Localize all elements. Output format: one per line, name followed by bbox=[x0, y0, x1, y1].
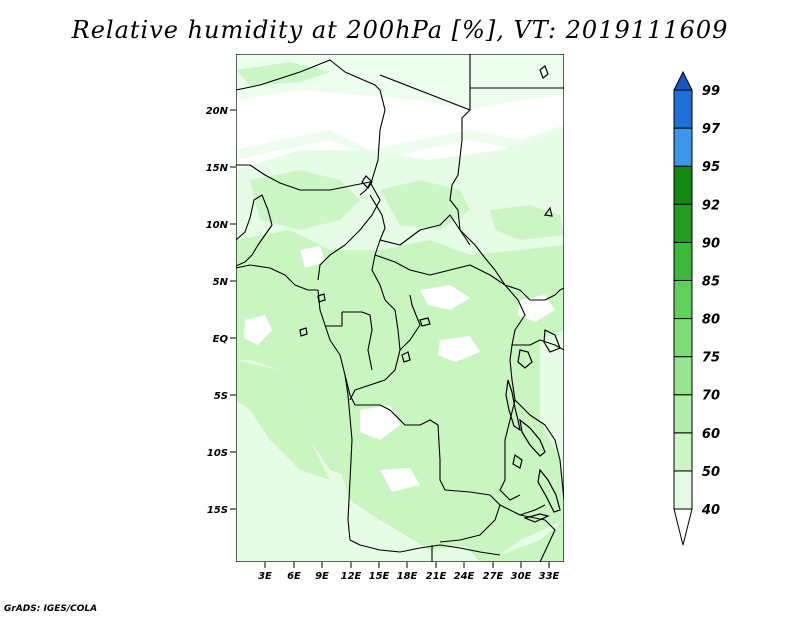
lat-label-15n: 15N bbox=[206, 163, 229, 174]
colorbar-label-97: 97 bbox=[702, 122, 721, 137]
lat-label-5s: 5S bbox=[214, 391, 228, 402]
colorbar-label-90: 90 bbox=[702, 236, 720, 251]
lon-label-21e: 21E bbox=[426, 571, 447, 582]
colorbar-label-95: 95 bbox=[702, 160, 720, 175]
longitude-axis: 3E 6E 9E 12E 15E 18E 21E 24E 27E 30E 33E bbox=[258, 562, 560, 582]
lat-label-10n: 10N bbox=[206, 220, 229, 231]
colorbar-label-92: 92 bbox=[702, 198, 720, 213]
colorbar-segment-80-85 bbox=[673, 279, 693, 320]
humidity-50-60-fill bbox=[236, 62, 564, 562]
colorbar-segment-97-99 bbox=[673, 89, 693, 129]
colorbar-label-50: 50 bbox=[702, 465, 720, 480]
colorbar-top-arrow bbox=[673, 70, 693, 91]
map-panel bbox=[236, 54, 564, 562]
colorbar-bottom-arrow bbox=[673, 508, 693, 546]
colorbar-segment-90-92 bbox=[673, 203, 693, 243]
lat-label-10s: 10S bbox=[207, 448, 228, 459]
colorbar-segment-60-70 bbox=[673, 394, 693, 434]
lat-label-15s: 15S bbox=[207, 505, 228, 516]
lon-label-12e: 12E bbox=[341, 571, 362, 582]
colorbar: 40 50 60 70 75 80 85 90 92 95 97 99 bbox=[673, 70, 721, 546]
lat-label-eq: EQ bbox=[213, 334, 229, 345]
map-title: Relative humidity at 200hPa [%], VT: 201… bbox=[71, 16, 729, 44]
colorbar-segment-75-80 bbox=[673, 318, 693, 358]
lat-label-5n: 5N bbox=[213, 277, 229, 288]
latitude-axis: 20N 15N 10N 5N EQ 5S 10S 15S bbox=[206, 106, 236, 516]
colorbar-segment-85-90 bbox=[673, 241, 693, 281]
lon-label-24e: 24E bbox=[454, 571, 475, 582]
country-borders bbox=[236, 54, 564, 562]
colorbar-segment-92-95 bbox=[673, 165, 693, 205]
lon-label-30e: 30E bbox=[511, 571, 532, 582]
colorbar-label-60: 60 bbox=[702, 427, 720, 442]
colorbar-segment-50-60 bbox=[673, 432, 693, 472]
lon-label-3e: 3E bbox=[258, 571, 272, 582]
colorbar-label-80: 80 bbox=[702, 313, 720, 328]
colorbar-segment-70-75 bbox=[673, 356, 693, 396]
colorbar-segment-95-97 bbox=[673, 127, 693, 167]
colorbar-label-70: 70 bbox=[702, 389, 720, 404]
lakes bbox=[299, 65, 561, 523]
colorbar-segment-40-50 bbox=[673, 470, 693, 510]
grads-credit: GrADS: IGES/COLA bbox=[4, 604, 98, 614]
lon-label-27e: 27E bbox=[483, 571, 504, 582]
lon-label-6e: 6E bbox=[287, 571, 301, 582]
lon-label-15e: 15E bbox=[369, 571, 390, 582]
humidity-low-patches bbox=[236, 90, 564, 492]
lon-label-33e: 33E bbox=[539, 571, 560, 582]
colorbar-label-85: 85 bbox=[702, 274, 720, 289]
lon-label-18e: 18E bbox=[397, 571, 418, 582]
colorbar-label-99: 99 bbox=[702, 84, 720, 99]
lat-label-20n: 20N bbox=[206, 106, 229, 117]
colorbar-label-75: 75 bbox=[702, 351, 720, 366]
lon-label-9e: 9E bbox=[315, 571, 329, 582]
colorbar-label-40: 40 bbox=[701, 503, 720, 518]
